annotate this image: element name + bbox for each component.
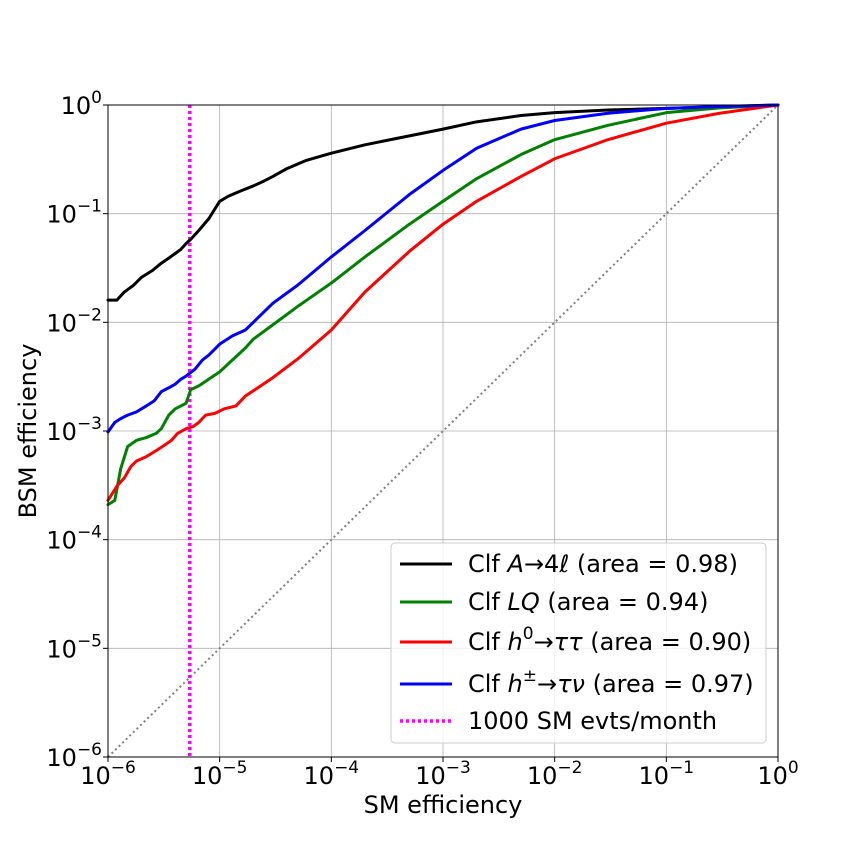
y-tick-label: 10−5 (46, 631, 102, 663)
diagonal-line (107, 104, 779, 758)
y-axis-label: BSM efficiency (14, 344, 42, 519)
legend: Clf A→4ℓ (area = 0.98) Clf LQ (area = 0.9… (390, 542, 767, 744)
y-tick-label: 10−1 (46, 197, 102, 229)
y-tick-label: 10−6 (46, 740, 102, 772)
x-tick-label: 10−4 (304, 758, 360, 790)
x-axis-label: SM efficiency (364, 791, 523, 819)
x-tick-label: 10−1 (639, 758, 695, 790)
y-tick-label: 10−3 (46, 414, 102, 446)
x-tick-label: 10−6 (80, 758, 136, 790)
x-tick-label: 10−5 (192, 758, 248, 790)
legend-label-1: Clf LQ (area = 0.94) (468, 588, 708, 616)
legend-label-0: Clf A→4ℓ (area = 0.98) (468, 550, 738, 578)
legend-label-4: 1000 SM evts/month (468, 707, 717, 735)
series-line-0 (106, 103, 780, 302)
series-lines (106, 103, 780, 507)
y-tick-label: 100 (61, 88, 102, 120)
legend-label-3: Clf h±→τν (area = 0.97) (468, 666, 754, 698)
series-line-1 (106, 103, 780, 507)
x-axis-ticks: 10−6 10−5 10−4 10−3 10−2 10−1 100 (80, 757, 799, 790)
diagonal-reference-line (107, 104, 779, 758)
y-axis-ticks: 10−6 10−5 10−4 10−3 10−2 10−1 100 (46, 88, 108, 772)
y-tick-label: 10−2 (46, 305, 102, 337)
x-tick-label: 10−2 (527, 758, 583, 790)
legend-box (390, 542, 767, 744)
legend-label-2: Clf h0→ττ (area = 0.90) (468, 624, 751, 656)
x-tick-label: 10−3 (415, 758, 471, 790)
series-line-2 (106, 103, 780, 502)
x-tick-label: 100 (757, 758, 798, 790)
y-tick-label: 10−4 (46, 523, 102, 555)
series-line-3 (106, 103, 780, 434)
